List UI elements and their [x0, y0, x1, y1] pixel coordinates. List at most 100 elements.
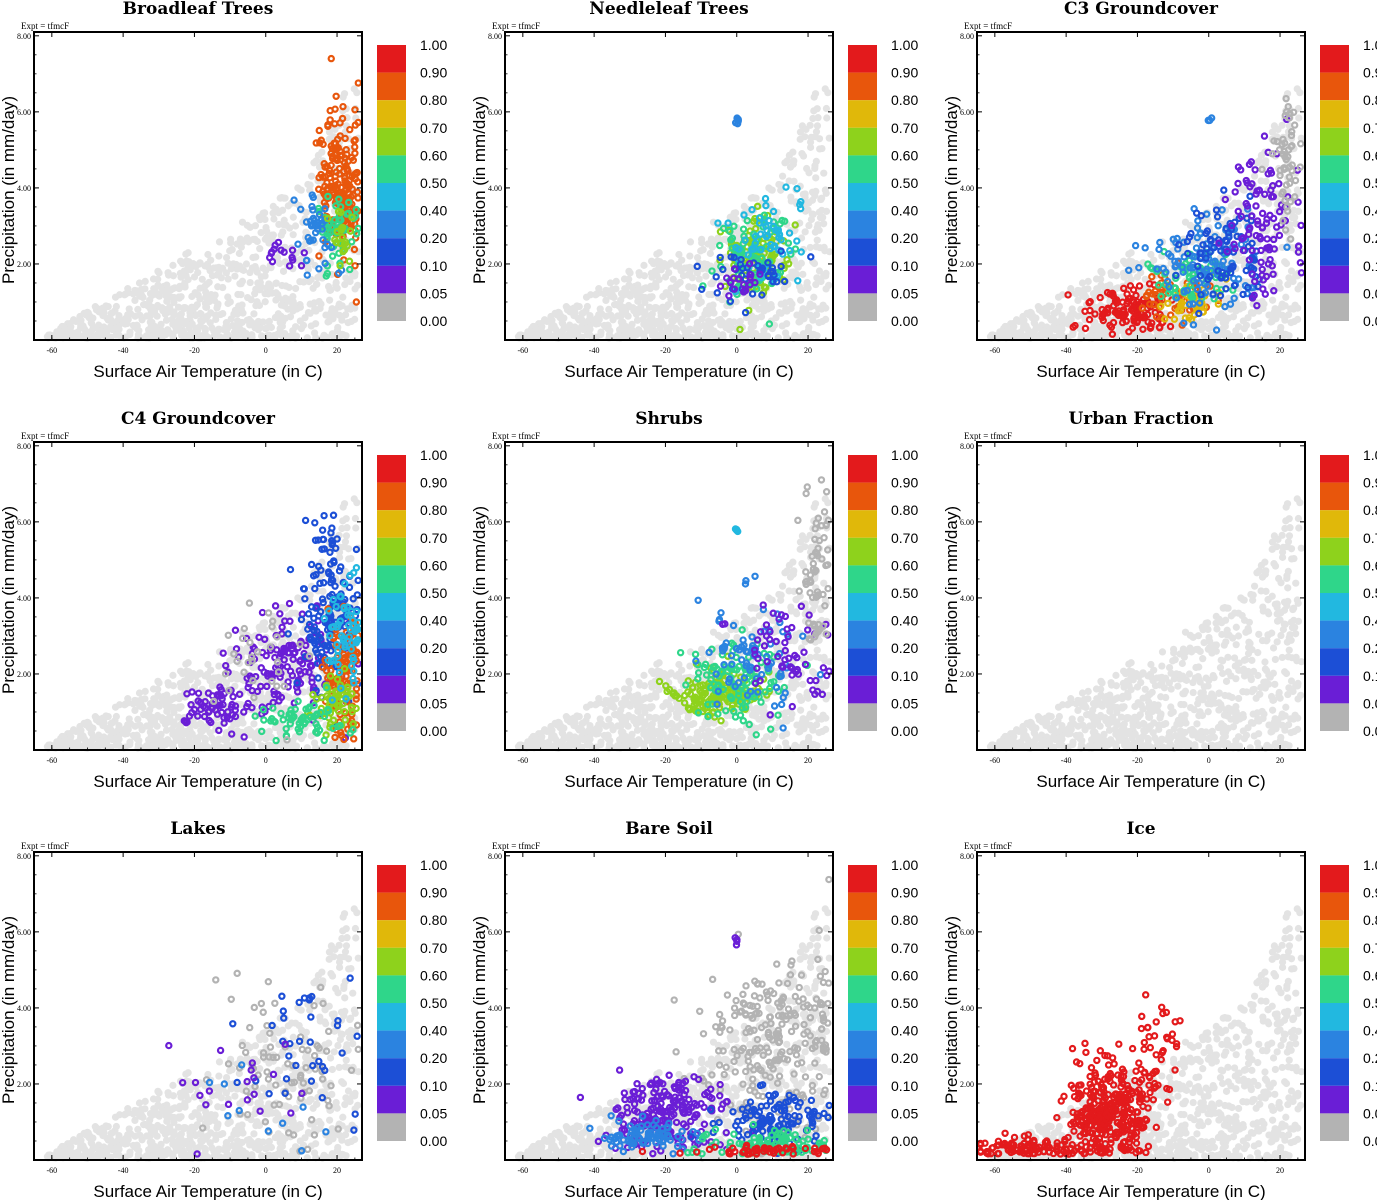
data-point: [335, 164, 344, 173]
background-point: [789, 160, 797, 168]
background-point: [291, 632, 300, 640]
background-point: [312, 320, 320, 328]
background-point: [565, 330, 573, 338]
background-point: [131, 722, 139, 730]
background-point: [626, 292, 634, 300]
colorbar-swatch: [848, 45, 877, 73]
background-point: [157, 730, 165, 738]
colorbar-label: 0.05: [891, 285, 918, 301]
data-point: [326, 116, 334, 124]
data-point: [328, 252, 337, 260]
data-point: [307, 222, 316, 230]
background-point: [304, 266, 312, 274]
background-point: [351, 269, 359, 277]
data-point: [331, 177, 340, 185]
background-point: [1009, 320, 1017, 328]
data-point: [341, 134, 349, 143]
background-point: [602, 312, 610, 320]
background-point: [310, 739, 319, 747]
background-point: [583, 302, 591, 311]
data-point: [354, 79, 363, 87]
data-point: [351, 262, 359, 270]
data-point: [350, 245, 359, 254]
background-point: [259, 264, 267, 272]
background-point: [175, 726, 183, 734]
background-point: [283, 295, 291, 303]
colorbar-label: 0.00: [891, 313, 918, 329]
background-point: [722, 324, 730, 332]
colorbar-swatch: [1320, 183, 1349, 211]
data-point: [351, 143, 359, 151]
data-point: [336, 261, 344, 270]
background-point: [188, 292, 196, 301]
background-point: [335, 311, 344, 319]
background-point: [80, 331, 88, 340]
background-point: [606, 279, 615, 287]
background-point: [219, 309, 227, 318]
background-point: [1141, 332, 1149, 340]
data-point: [351, 106, 359, 114]
background-point: [613, 332, 622, 340]
background-point: [573, 327, 581, 335]
background-point: [340, 500, 349, 508]
background-point: [637, 303, 645, 311]
background-point: [238, 301, 246, 309]
background-point: [1074, 312, 1082, 320]
background-point: [314, 151, 322, 159]
background-point: [316, 304, 324, 313]
background-point: [95, 321, 103, 329]
background-point: [685, 283, 693, 291]
data-point: [335, 195, 343, 203]
background-point: [184, 331, 192, 339]
background-point: [142, 742, 151, 750]
data-point: [346, 125, 354, 134]
background-point: [237, 290, 245, 299]
background-point: [229, 260, 237, 268]
data-point: [280, 248, 288, 256]
background-point: [214, 283, 222, 291]
y-tick-label: 6.00: [488, 108, 502, 117]
background-point: [675, 250, 683, 259]
background-point: [822, 104, 831, 113]
background-point: [806, 143, 815, 151]
background-point: [124, 285, 132, 293]
data-point: [321, 205, 329, 213]
background-point: [343, 524, 351, 532]
background-point: [818, 144, 826, 153]
background-point: [141, 687, 149, 696]
background-point: [702, 272, 710, 280]
colorbar-swatch: [1320, 127, 1349, 156]
background-point: [775, 308, 784, 317]
background-point: [714, 316, 722, 324]
background-point: [177, 703, 185, 711]
data-point: [325, 169, 333, 178]
background-point: [246, 278, 254, 287]
background-point: [291, 222, 300, 230]
background-point: [579, 325, 587, 334]
colorbar-label: 0.40: [891, 203, 918, 219]
data-point: [354, 118, 362, 127]
x-tick-label: 20: [1276, 346, 1284, 355]
background-point: [115, 735, 123, 743]
background-point: [262, 735, 270, 743]
background-point: [282, 282, 290, 290]
background-point: [1291, 301, 1299, 309]
colorbar-label: 0.40: [420, 203, 447, 219]
background-point: [341, 311, 350, 319]
background-point: [163, 281, 171, 289]
y-axis-label: Precipitation (in mm/day): [0, 96, 18, 284]
background-point: [797, 296, 805, 304]
colorbar-label: 0.80: [891, 92, 918, 108]
background-point: [624, 312, 632, 320]
background-point: [595, 285, 603, 293]
y-tick-label: 2.00: [488, 260, 502, 269]
background-point: [139, 301, 148, 309]
background-point: [222, 323, 230, 331]
background-point: [149, 304, 157, 313]
background-point: [781, 159, 789, 167]
background-point: [652, 304, 660, 312]
background-point: [1112, 261, 1120, 269]
background-point: [1281, 302, 1289, 310]
background-point: [648, 331, 657, 339]
